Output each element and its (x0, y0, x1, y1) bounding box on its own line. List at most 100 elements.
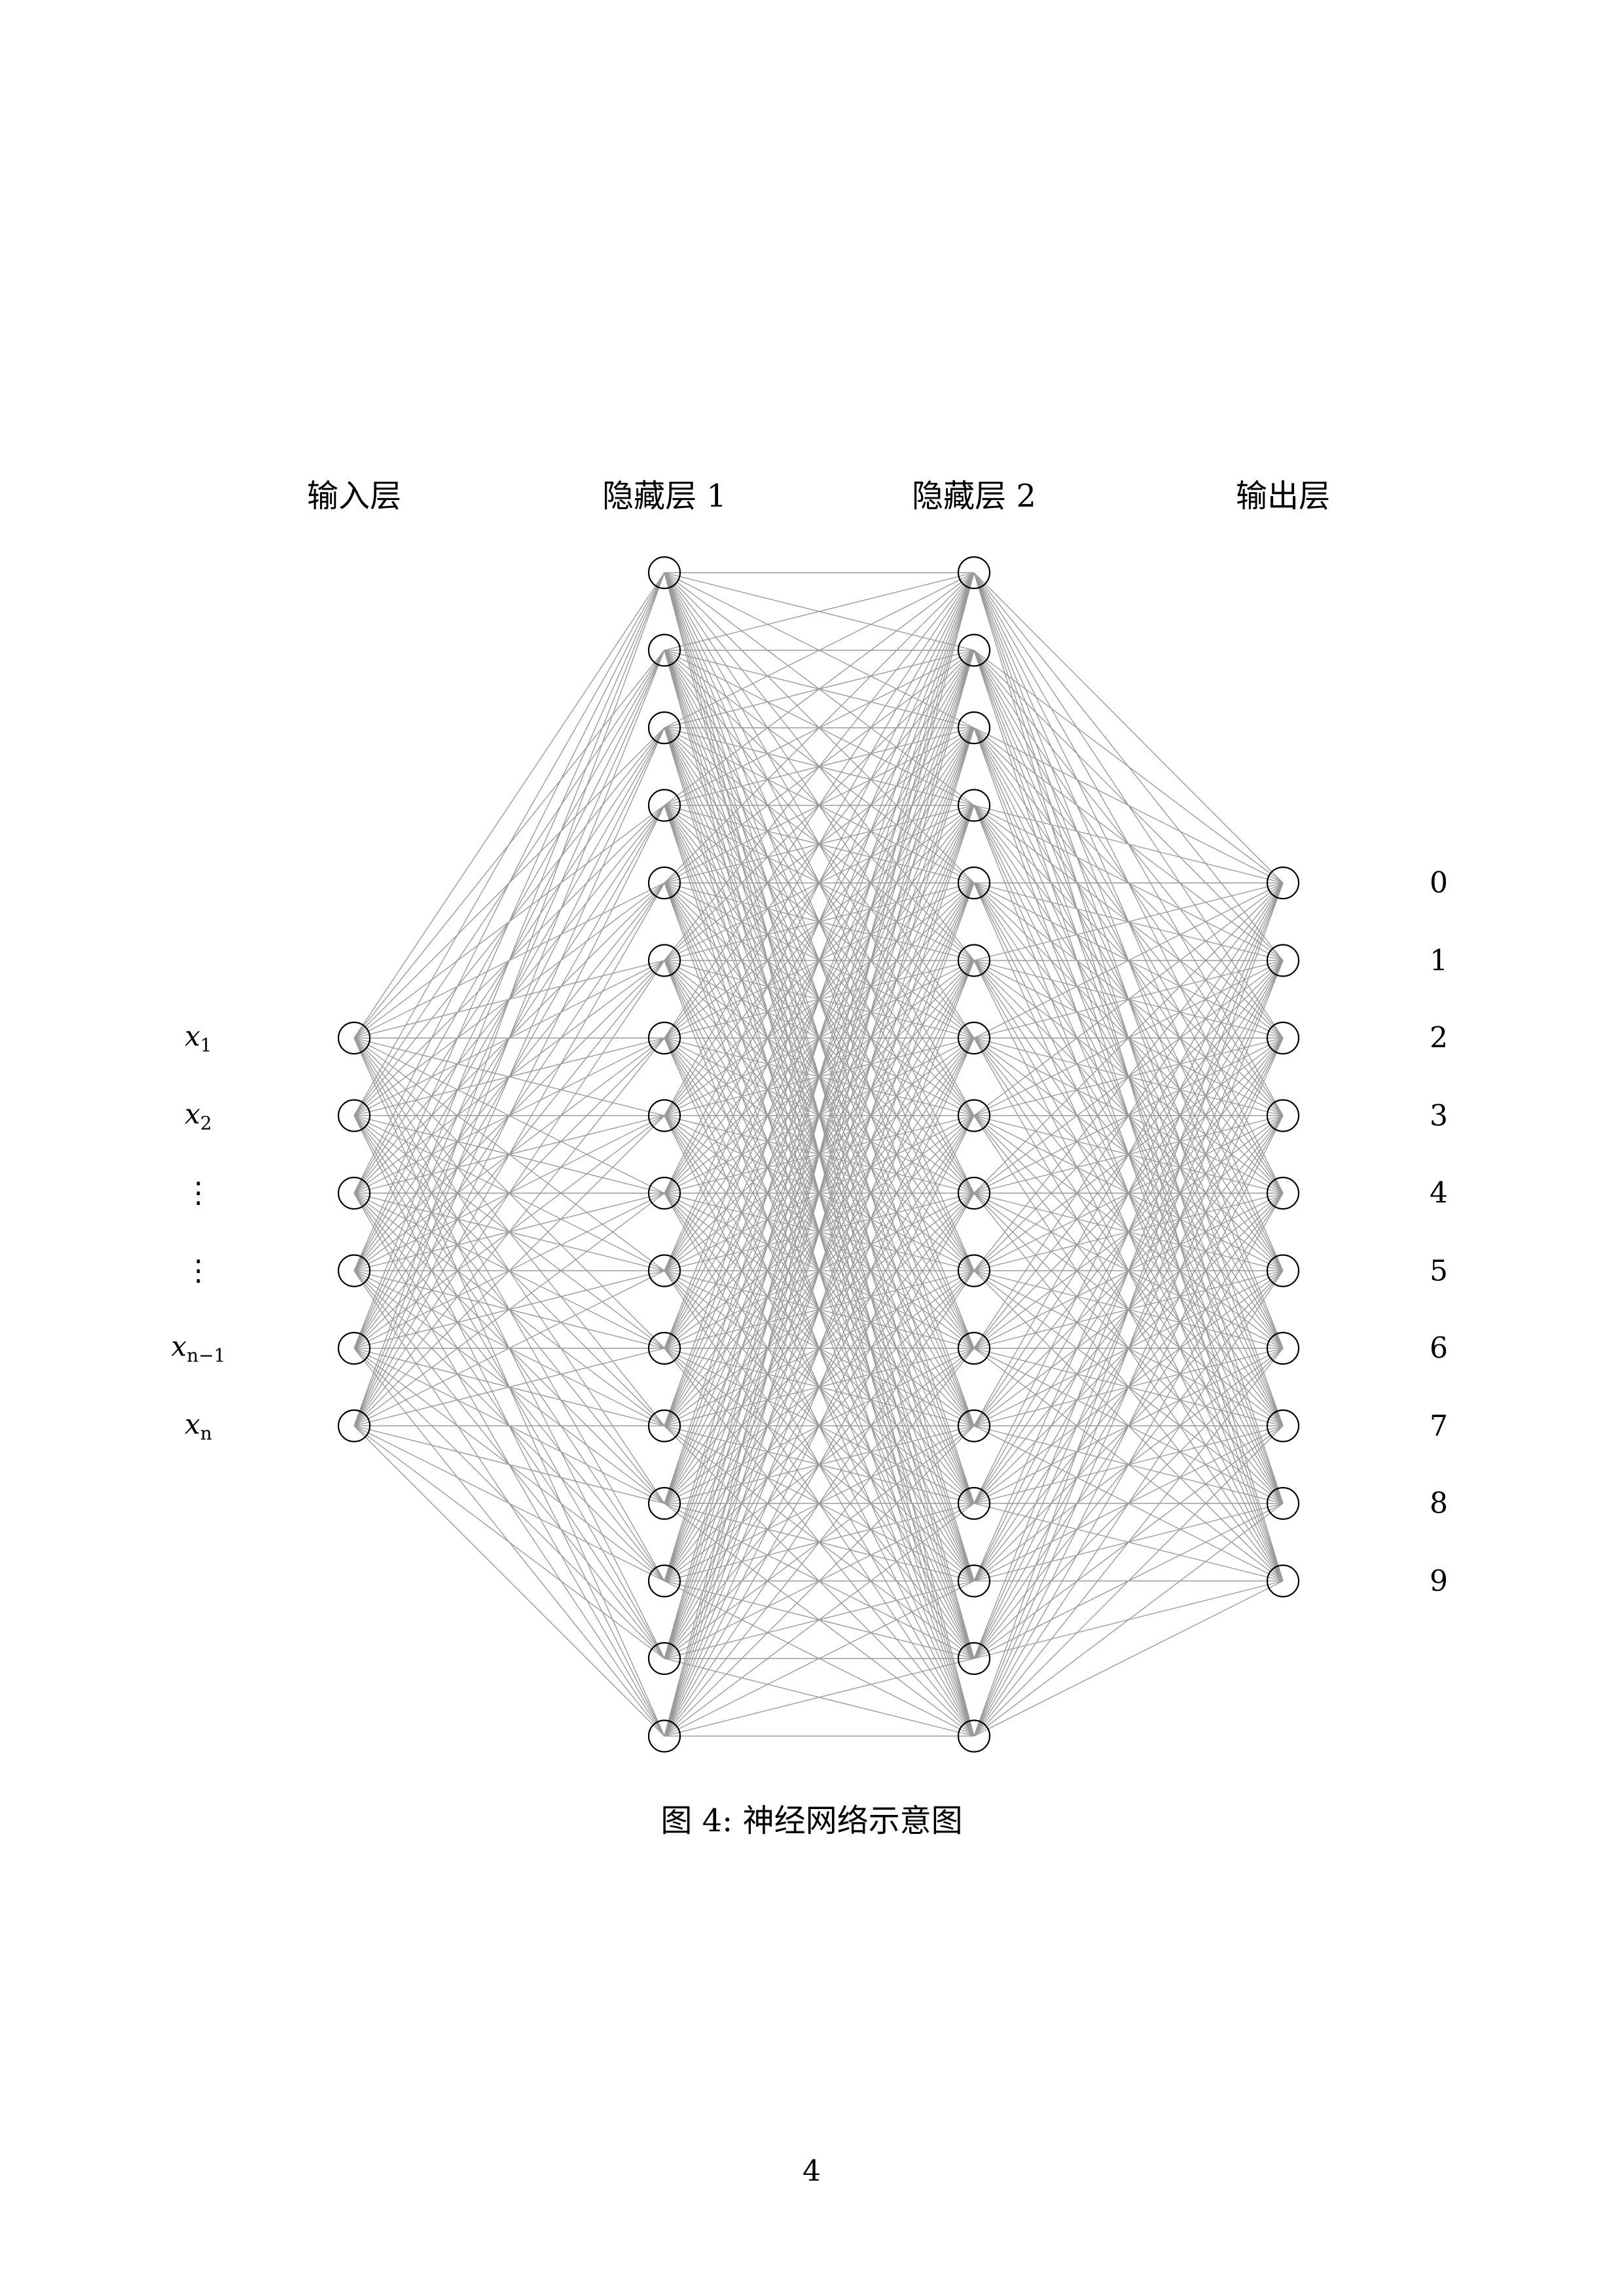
input-variable-label: xn (185, 1408, 212, 1444)
hidden2-node (957, 1021, 991, 1055)
hidden1-node (647, 1331, 681, 1365)
hidden1-node (647, 556, 681, 590)
hidden1-node (647, 944, 681, 977)
hidden1-node (647, 1564, 681, 1598)
hidden1-node (647, 1409, 681, 1443)
hidden-layer-1-title: 隐藏层 1 (602, 478, 727, 514)
output-class-label: 5 (1430, 1254, 1448, 1287)
output-node (1266, 1564, 1300, 1598)
hidden1-hidden2-edge (664, 1115, 975, 1736)
input-hidden1-edge (353, 727, 665, 1426)
hidden2-node (957, 1719, 991, 1753)
hidden1-hidden2-edge (664, 1037, 975, 1736)
input-hidden1-edge (353, 1037, 665, 1426)
hidden2-output-edge (973, 882, 1284, 1039)
hidden2-node (957, 1564, 991, 1598)
output-class-label: 1 (1430, 944, 1448, 977)
hidden1-hidden2-edge (664, 572, 975, 1659)
output-node (1266, 1176, 1300, 1210)
hidden2-node (957, 634, 991, 667)
hidden1-hidden2-edge (664, 1426, 975, 1736)
hidden2-output-edge (973, 882, 1284, 961)
connection-edges (353, 572, 1284, 1737)
hidden2-output-edge (973, 882, 1284, 1271)
input-variable: x (185, 1097, 200, 1130)
hidden1-hidden2-edge (664, 727, 975, 1736)
input-hidden1-edge (353, 650, 665, 1426)
input-subscript: n−1 (187, 1344, 226, 1367)
input-variable: x (185, 1407, 200, 1440)
hidden1-hidden2-edge (664, 572, 975, 1116)
hidden2-output-edge (973, 804, 1284, 884)
input-node (337, 1176, 371, 1210)
hidden1-node (647, 866, 681, 900)
output-node (1266, 1099, 1300, 1132)
neuron-nodes (337, 556, 1300, 1753)
hidden2-node (957, 789, 991, 822)
hidden-layer-2-title: 隐藏层 2 (912, 478, 1036, 514)
output-layer-title: 输出层 (1235, 478, 1331, 514)
page-number: 4 (803, 2155, 821, 2188)
input-hidden1-edge (353, 882, 665, 1426)
output-node (1266, 1409, 1300, 1443)
input-node (337, 1409, 371, 1443)
hidden1-hidden2-edge (664, 572, 975, 1194)
hidden2-node (957, 1176, 991, 1210)
input-node (337, 1099, 371, 1132)
hidden1-hidden2-edge (664, 572, 975, 1426)
input-hidden1-edge (353, 805, 665, 1426)
output-class-label: 2 (1430, 1021, 1448, 1055)
hidden1-node (647, 1641, 681, 1676)
hidden2-node (957, 1486, 991, 1520)
output-class-label: 8 (1430, 1486, 1448, 1520)
hidden1-node (647, 1486, 681, 1520)
hidden2-output-edge (973, 1503, 1284, 1737)
hidden1-hidden2-edge (664, 1270, 975, 1736)
hidden2-output-edge (973, 1270, 1284, 1736)
output-class-label: 0 (1430, 866, 1448, 900)
hidden2-node (957, 866, 991, 900)
hidden2-output-edge (973, 882, 1284, 1194)
hidden1-hidden2-edge (664, 572, 975, 651)
hidden2-output-edge (973, 882, 1284, 1736)
hidden2-node (957, 944, 991, 977)
input-layer-title: 输入层 (306, 478, 402, 514)
hidden1-hidden2-edge (664, 805, 975, 1736)
hidden1-hidden2-edge (664, 1503, 975, 1737)
output-class-label: 3 (1430, 1099, 1448, 1132)
input-variable-label: x2 (185, 1098, 212, 1134)
input-hidden1-edge (353, 1426, 665, 1736)
hidden1-node (647, 1719, 681, 1753)
hidden1-hidden2-edge (664, 1348, 975, 1736)
output-class-label: 7 (1430, 1409, 1448, 1443)
output-class-label: 6 (1430, 1331, 1448, 1365)
input-hidden1-edge (353, 1348, 665, 1427)
hidden2-output-edge (973, 882, 1284, 1426)
hidden1-node (647, 1176, 681, 1210)
input-hidden1-edge (353, 572, 665, 1194)
input-hidden1-edge (353, 572, 665, 1116)
input-variable-label: xn−1 (171, 1330, 226, 1366)
hidden1-hidden2-edge (664, 572, 975, 728)
input-hidden1-edge (353, 960, 665, 1426)
input-hidden1-edge (353, 1425, 665, 1582)
input-variable: x (171, 1330, 187, 1363)
input-node (337, 1254, 371, 1287)
input-node (337, 1021, 371, 1055)
hidden2-node (957, 1254, 991, 1287)
input-ellipsis: ⋮ (184, 1176, 213, 1210)
hidden2-output-edge (973, 882, 1284, 1349)
hidden1-hidden2-edge (664, 572, 975, 1581)
output-node (1266, 1486, 1300, 1520)
hidden1-node (647, 1099, 681, 1132)
hidden1-hidden2-edge (664, 572, 975, 1736)
hidden1-hidden2-edge (664, 572, 975, 1349)
hidden1-hidden2-edge (664, 650, 975, 1736)
input-variable-label: x1 (185, 1020, 212, 1056)
input-hidden1-edge (353, 1270, 665, 1427)
input-subscript: 2 (200, 1112, 212, 1134)
output-class-label: 4 (1430, 1176, 1448, 1210)
figure-caption: 图 4: 神经网络示意图 (660, 1803, 963, 1839)
